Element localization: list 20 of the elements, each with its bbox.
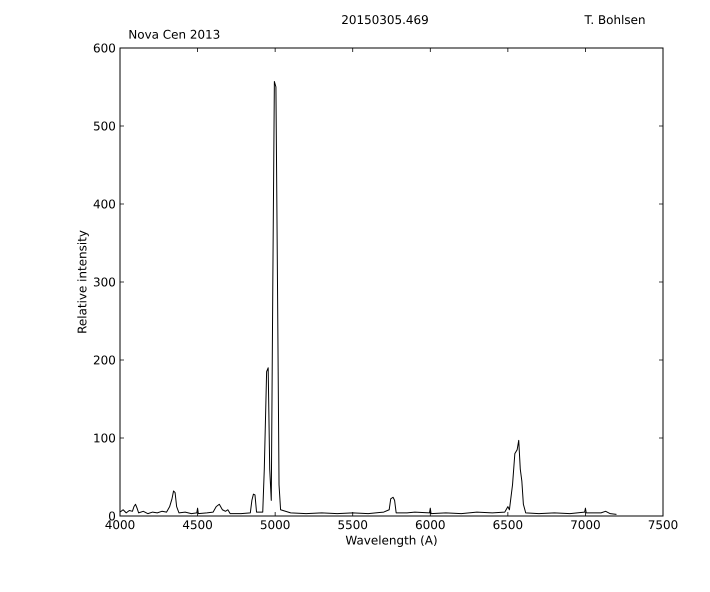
- y-tick-label: 0: [109, 511, 116, 521]
- y-tick-label: 500: [94, 121, 116, 131]
- y-tick-label: 200: [94, 355, 116, 365]
- y-tick-label: 600: [94, 43, 116, 53]
- x-tick-label: 6500: [493, 520, 522, 530]
- y-axis-title: Relative intensity: [77, 230, 89, 333]
- x-axis-title: Wavelength (A): [346, 535, 437, 547]
- x-tick-label: 4500: [182, 520, 212, 530]
- y-tick-label: 400: [94, 199, 116, 209]
- text: 20150305.469: [342, 15, 428, 24]
- y-tick-label: 100: [94, 433, 116, 443]
- x-tick-label: 5500: [338, 520, 368, 530]
- x-tick-label: 5000: [260, 520, 290, 530]
- x-tick-label: 6000: [416, 520, 445, 530]
- x-tick-label: 7000: [571, 520, 600, 530]
- chart-title: Nova Cen 2013: [130, 30, 220, 39]
- text: T. Bohlsen: [584, 14, 645, 24]
- x-tick-label: 4000: [105, 520, 134, 530]
- x-tick-label: 7500: [648, 520, 678, 530]
- y-tick-label: 300: [94, 277, 116, 287]
